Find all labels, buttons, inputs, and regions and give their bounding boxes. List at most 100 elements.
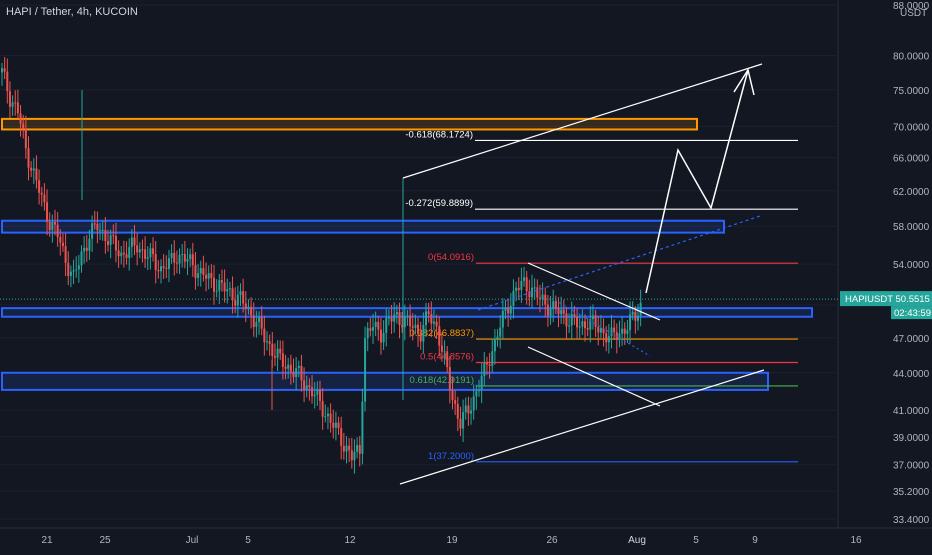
countdown-text: 02:43:59 <box>894 308 931 319</box>
zone-rect[interactable] <box>1 371 769 391</box>
candle-body <box>316 389 319 395</box>
candle-body <box>528 291 531 298</box>
candle-body <box>146 257 149 259</box>
candle-body <box>54 222 56 225</box>
candle-body <box>271 343 274 357</box>
candle-body <box>88 238 91 251</box>
candle-body <box>167 258 170 269</box>
candle-body <box>369 328 372 331</box>
candle-body <box>427 311 430 315</box>
candle-body <box>165 267 168 269</box>
candle-body <box>154 254 157 270</box>
candle-body <box>186 259 189 262</box>
candle-body <box>223 282 226 292</box>
candle-body <box>515 287 518 291</box>
projection-dashed-line[interactable] <box>554 299 651 357</box>
candle-body <box>252 315 255 327</box>
candle-body <box>22 123 25 129</box>
y-tick-label: 80.0000 <box>893 52 930 63</box>
candle-body <box>51 222 54 231</box>
candle-body <box>59 236 62 243</box>
channel-lower-trendline[interactable] <box>399 369 765 485</box>
candle-body <box>462 412 465 429</box>
candle-body <box>613 327 616 333</box>
candle-body <box>618 333 621 340</box>
x-tick-label: 5 <box>245 535 251 546</box>
channel-upper-trendline[interactable] <box>402 63 763 179</box>
candle-body <box>401 324 404 328</box>
candle-body <box>260 316 263 329</box>
candle-body <box>56 224 59 237</box>
candle-body <box>520 280 523 291</box>
candle-body <box>117 250 120 257</box>
candle-body <box>546 304 549 316</box>
candle-body <box>544 294 547 305</box>
candle-body <box>96 223 99 231</box>
x-tick-label: 16 <box>850 535 862 546</box>
candle-body <box>138 249 141 253</box>
candle-body <box>295 368 298 377</box>
candle-body <box>393 314 396 322</box>
y-axis-unit: USDT <box>900 8 927 19</box>
candle-body <box>366 328 369 339</box>
zone-rect[interactable] <box>1 117 698 131</box>
candle-body <box>213 277 215 292</box>
candle-body <box>305 385 308 390</box>
candle-body <box>30 167 33 171</box>
candle-body <box>334 422 337 428</box>
candle-body <box>361 401 364 454</box>
candle-body <box>345 445 348 452</box>
candle-body <box>464 405 467 413</box>
candle-body <box>247 306 250 309</box>
y-tick-label: 66.0000 <box>893 154 930 165</box>
wedge-upper-trendline[interactable] <box>527 262 661 321</box>
candle-body <box>326 413 329 417</box>
candle-body <box>321 400 324 417</box>
projection-dashed-line[interactable] <box>477 215 761 311</box>
wedge-lower-trendline[interactable] <box>527 346 661 407</box>
candle-body <box>435 321 438 327</box>
candle-body <box>483 362 486 377</box>
candle-body <box>610 327 613 337</box>
zone-rect[interactable] <box>1 219 725 234</box>
candle-body <box>329 413 332 423</box>
candle-body <box>231 288 234 301</box>
price-axis-panel[interactable] <box>838 0 932 550</box>
candle-body <box>268 341 271 344</box>
candle-body <box>348 445 351 451</box>
candle-body <box>419 333 422 342</box>
candle-body <box>181 254 184 256</box>
candle-body <box>504 307 507 311</box>
candle-body <box>297 365 300 369</box>
candle-body <box>377 321 380 330</box>
price-tag-text: HAPIUSDT 50.5515 <box>845 294 930 305</box>
candle-body <box>16 102 19 114</box>
candle-body <box>629 314 632 331</box>
candle-body <box>395 312 398 315</box>
candle-body <box>584 321 586 329</box>
candle-body <box>93 223 96 225</box>
price-tag[interactable] <box>840 291 932 307</box>
candle-body <box>637 315 639 321</box>
candle-body <box>414 324 417 328</box>
candle-body <box>594 315 597 327</box>
x-tick-label: Aug <box>628 535 646 546</box>
candle-body <box>207 273 210 279</box>
candle-body <box>387 317 390 319</box>
candle-body <box>459 418 462 429</box>
candle-body <box>353 451 356 461</box>
level-label: -0.618(68.1724) <box>405 129 473 140</box>
arrow-head <box>733 68 755 96</box>
y-tick-label: 44.0000 <box>893 369 930 380</box>
candle-body <box>589 319 592 330</box>
candle-body <box>605 333 608 343</box>
candle-body <box>443 351 446 353</box>
candle-body <box>178 254 181 264</box>
candle-body <box>565 313 568 327</box>
candle-body <box>364 338 367 402</box>
target-path-arrow[interactable] <box>645 69 749 294</box>
candle-body <box>239 291 242 295</box>
candle-body <box>379 329 382 343</box>
